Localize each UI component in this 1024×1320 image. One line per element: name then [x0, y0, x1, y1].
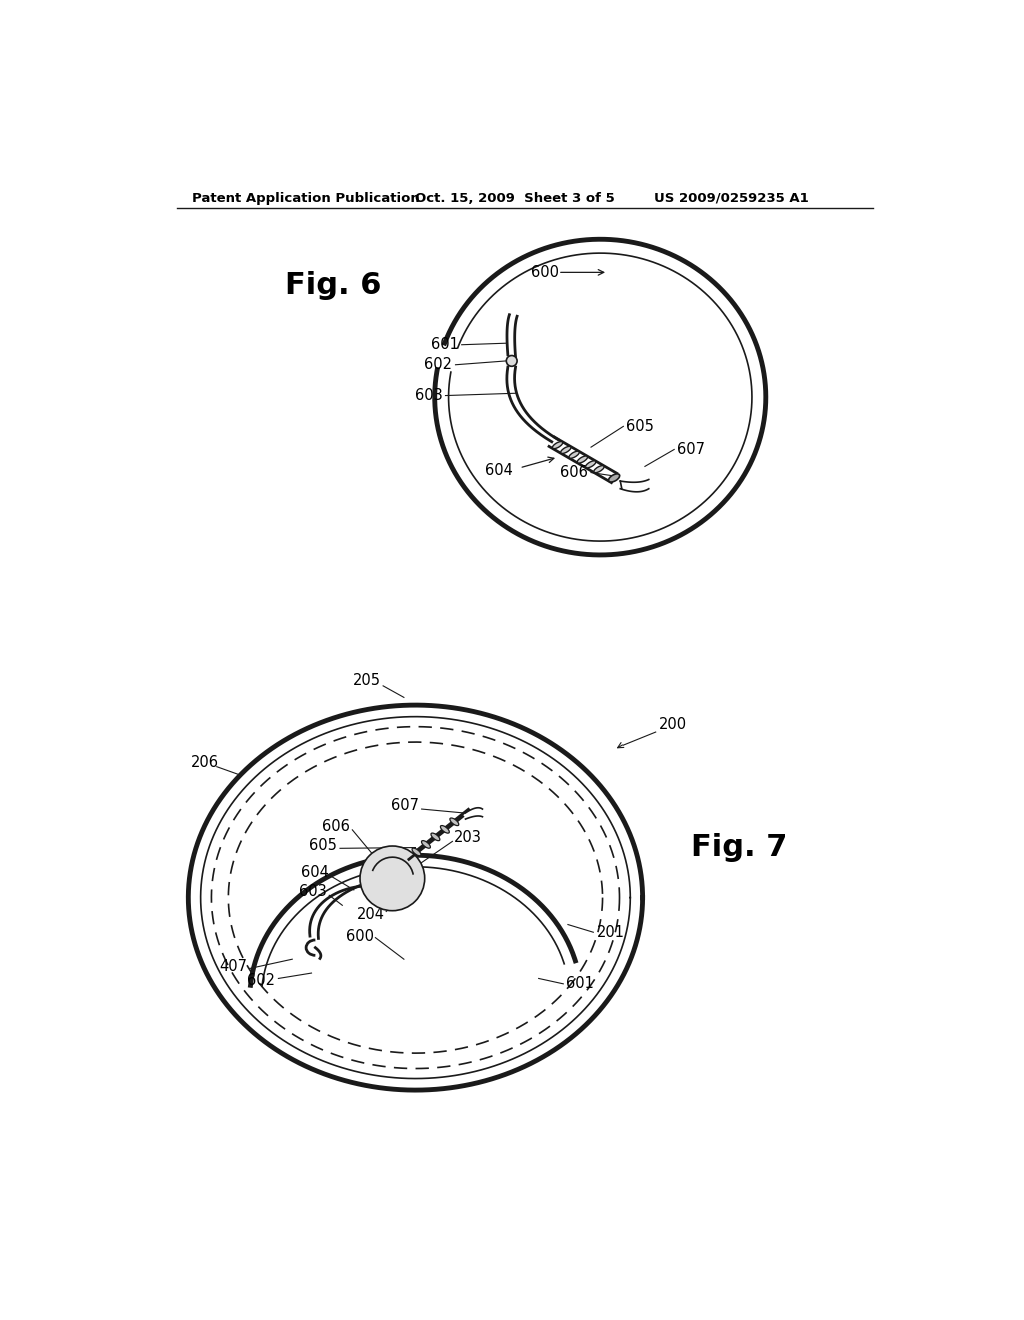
Text: 605: 605 [627, 418, 654, 434]
Text: 407: 407 [219, 960, 248, 974]
Text: 606: 606 [323, 820, 350, 834]
Text: 602: 602 [248, 973, 275, 989]
Circle shape [506, 355, 517, 367]
Text: 600: 600 [531, 265, 559, 280]
Text: 604: 604 [484, 463, 512, 478]
Text: 200: 200 [658, 717, 687, 731]
Text: 605: 605 [309, 838, 337, 853]
Text: Fig. 6: Fig. 6 [285, 271, 381, 300]
Ellipse shape [569, 451, 580, 458]
Text: 205: 205 [353, 673, 381, 688]
Text: 601: 601 [565, 977, 594, 991]
Ellipse shape [608, 474, 620, 482]
Text: Oct. 15, 2009  Sheet 3 of 5: Oct. 15, 2009 Sheet 3 of 5 [416, 191, 615, 205]
Circle shape [360, 846, 425, 911]
Text: 602: 602 [424, 358, 453, 372]
Text: 203: 203 [454, 830, 482, 845]
Text: 601: 601 [431, 337, 459, 352]
Text: 604: 604 [301, 866, 330, 880]
Text: 607: 607 [391, 797, 419, 813]
Text: 204: 204 [356, 907, 385, 923]
Text: US 2009/0259235 A1: US 2009/0259235 A1 [654, 191, 809, 205]
Text: 603: 603 [299, 884, 327, 899]
Ellipse shape [440, 825, 450, 833]
Ellipse shape [578, 455, 588, 463]
Text: 607: 607 [677, 442, 706, 457]
Text: 603: 603 [415, 388, 442, 403]
Text: 600: 600 [346, 928, 374, 944]
Text: 201: 201 [596, 925, 625, 940]
Ellipse shape [450, 818, 459, 825]
Ellipse shape [552, 442, 562, 449]
Ellipse shape [412, 849, 421, 855]
Text: 206: 206 [190, 755, 218, 771]
Text: Patent Application Publication: Patent Application Publication [193, 191, 420, 205]
Ellipse shape [561, 446, 571, 454]
Ellipse shape [431, 833, 440, 841]
Text: 606: 606 [560, 465, 588, 480]
Ellipse shape [594, 466, 604, 473]
Text: Fig. 7: Fig. 7 [691, 833, 787, 862]
Ellipse shape [422, 841, 430, 849]
Ellipse shape [586, 461, 596, 467]
